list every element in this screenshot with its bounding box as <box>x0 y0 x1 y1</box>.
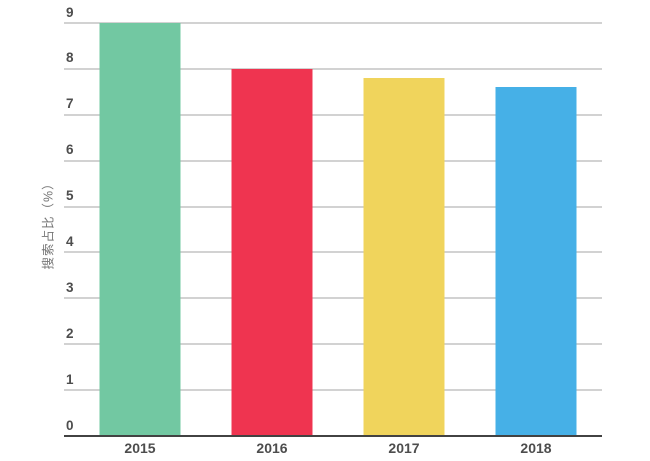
y-tick-label-0: 0 <box>66 417 74 433</box>
y-tick-label-1: 1 <box>66 371 74 387</box>
gridline-1 <box>64 389 602 392</box>
y-axis-title: 搜索占比（%） <box>41 176 56 270</box>
y-tick-label-7: 7 <box>66 96 74 112</box>
y-tick-label-5: 5 <box>66 188 74 204</box>
gridline-5 <box>64 205 602 208</box>
gridline-9 <box>64 22 602 24</box>
y-tick-label-8: 8 <box>66 50 74 66</box>
gridline-6 <box>64 159 602 162</box>
gridline-4 <box>64 251 602 254</box>
bar-2018 <box>495 87 577 436</box>
x-tick-label-2015: 2015 <box>124 440 156 456</box>
y-tick-label-6: 6 <box>66 142 74 158</box>
x-axis-line <box>64 434 602 437</box>
bar-2016 <box>231 68 313 436</box>
plot-area: 0 1 2 3 4 5 6 7 8 9 <box>64 5 602 437</box>
y-tick-label-2: 2 <box>66 325 74 341</box>
bar-2015 <box>99 23 181 436</box>
y-tick-label-4: 4 <box>66 233 74 249</box>
x-tick-label-2018: 2018 <box>520 440 552 456</box>
x-tick-label-2016: 2016 <box>256 440 288 456</box>
x-axis-labels: 2015 2016 2017 2018 <box>64 440 602 460</box>
bars-layer <box>74 23 602 436</box>
y-tick-label-3: 3 <box>66 279 74 295</box>
gridline-3 <box>64 297 602 300</box>
gridline-8 <box>64 67 602 70</box>
gridline-7 <box>64 113 602 116</box>
y-tick-label-9: 9 <box>66 4 74 20</box>
x-axis-labels-inner: 2015 2016 2017 2018 <box>74 440 602 460</box>
bar-2017 <box>363 78 445 436</box>
gridline-2 <box>64 343 602 346</box>
x-tick-label-2017: 2017 <box>388 440 420 456</box>
